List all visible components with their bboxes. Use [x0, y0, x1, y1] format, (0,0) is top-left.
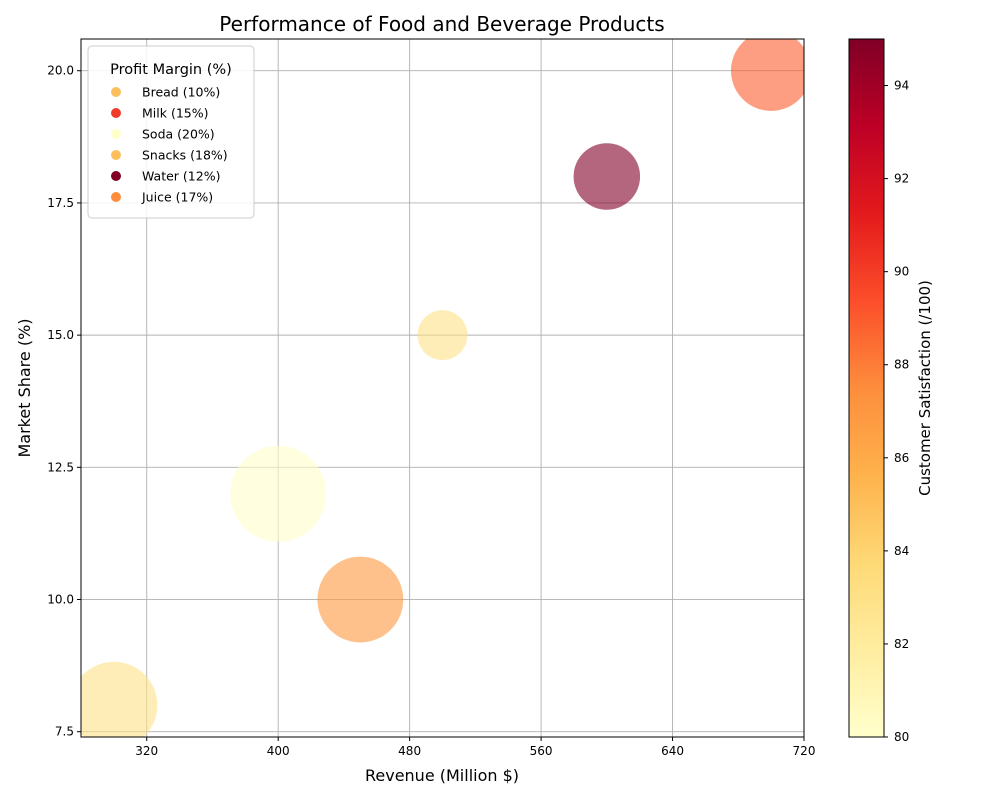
legend-marker [111, 171, 121, 181]
colorbar: 80 82 84 86 88 90 92 94 Customer Satisfaction (/… [848, 38, 934, 744]
y-tick-label: 7.5 [55, 725, 74, 739]
bubble-bread [417, 310, 468, 361]
legend-entry-label: Milk (15%) [142, 106, 208, 121]
y-tick-label: 15.0 [47, 328, 74, 342]
bubble-snacks [81, 661, 158, 737]
legend-entry-label: Snacks (18%) [142, 148, 228, 163]
legend-marker [111, 87, 121, 97]
colorbar-tick-label: 90 [894, 265, 909, 279]
colorbar-label: Customer Satisfaction (/100) [916, 280, 934, 496]
x-tick-label: 640 [661, 744, 684, 758]
chart-title: Performance of Food and Beverage Product… [219, 12, 664, 36]
x-tick-label: 720 [793, 744, 816, 758]
y-axis-ticks: 7.5 10.0 12.5 15.0 17.5 20.0 [47, 64, 81, 739]
legend-entry-label: Juice (17%) [141, 190, 213, 205]
legend-marker [111, 192, 121, 202]
legend-box [87, 45, 255, 219]
bubble-soda [230, 445, 327, 542]
x-axis-label: Revenue (Million $) [365, 766, 519, 785]
bubble-water [573, 143, 641, 210]
x-tick-label: 480 [398, 744, 421, 758]
legend-title: Profit Margin (%) [110, 62, 232, 78]
x-axis-ticks: 320 400 480 560 640 720 [135, 737, 815, 758]
colorbar-tick-label: 88 [894, 358, 909, 372]
bubble-layer [81, 39, 804, 737]
legend-marker [111, 108, 121, 118]
bubble-juice [317, 556, 404, 643]
colorbar-tick-label: 80 [894, 730, 909, 744]
y-tick-label: 12.5 [47, 460, 74, 474]
colorbar-tick-label: 92 [894, 172, 909, 186]
legend: Profit Margin (%) Bread (10%) Milk (15%) So… [87, 45, 255, 219]
x-tick-label: 320 [135, 744, 158, 758]
x-tick-label: 400 [267, 744, 290, 758]
legend-entry-label: Water (12%) [142, 169, 220, 184]
legend-marker [111, 150, 121, 160]
plot-frame [80, 38, 805, 738]
colorbar-tick-label: 84 [894, 544, 909, 558]
legend-marker [111, 129, 121, 139]
x-tick-label: 560 [530, 744, 553, 758]
y-axis-label: Market Share (%) [15, 318, 34, 457]
colorbar-tick-label: 86 [894, 451, 909, 465]
legend-entry-label: Bread (10%) [142, 85, 220, 100]
legend-entry-label: Soda (20%) [142, 127, 215, 142]
bubble-milk [730, 39, 804, 111]
y-tick-label: 10.0 [47, 593, 74, 607]
colorbar-tick-label: 94 [894, 79, 909, 93]
y-tick-label: 20.0 [47, 64, 74, 78]
colorbar-tick-label: 82 [894, 637, 909, 651]
y-tick-label: 17.5 [47, 196, 74, 210]
colorbar-gradient [848, 38, 885, 738]
